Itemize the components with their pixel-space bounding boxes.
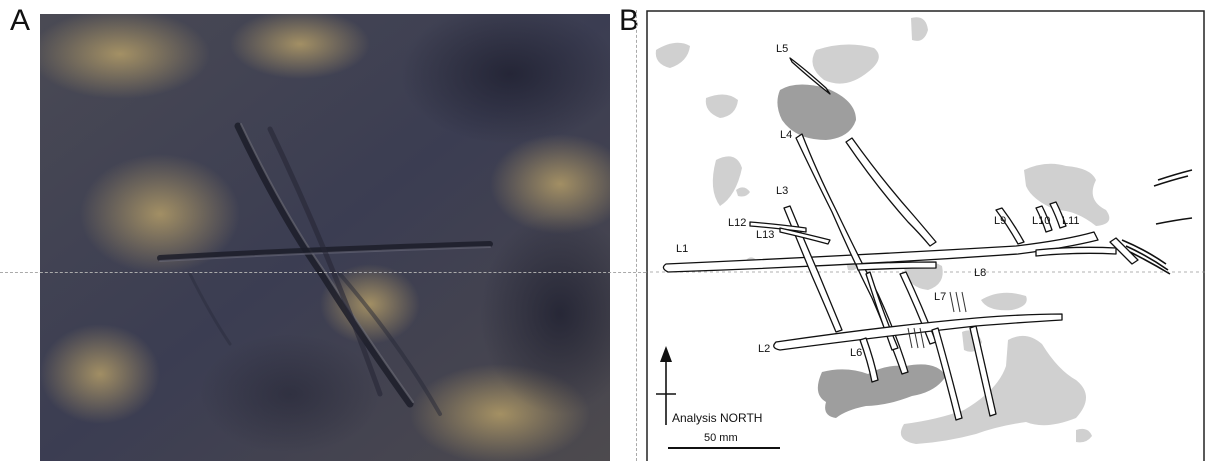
label-L3: L3 [776,185,788,197]
label-L6: L6 [850,347,862,359]
vertical-guide [636,10,637,461]
line-L5 [789,57,831,95]
hatching-marks [907,291,967,349]
line-L13 [779,227,831,245]
rock-engraving-photo [40,14,610,461]
north-arrow [656,346,676,425]
label-L13: L13 [756,229,774,241]
line-L2 [773,313,1063,351]
line-L6 [859,337,879,383]
label-L8: L8 [974,267,986,279]
label-L7: L7 [934,291,946,303]
label-L9: L9 [994,215,1006,227]
line-L10 [1035,205,1053,233]
line-L6c [969,325,997,417]
label-L4: L4 [780,129,792,141]
panel-a-letter: A [10,4,31,37]
label-L5: L5 [776,43,788,55]
tracing-frame [646,10,1205,461]
light-residue-patches [655,17,1110,444]
engraving-tracing: L5 L4 L3 L12 L13 L1 L8 L7 L2 L6 L9 L10 L… [646,10,1206,461]
label-L10: L10 [1032,215,1050,227]
label-L11: L11 [1062,215,1080,227]
line-L11 [1049,201,1067,229]
engraved-lines [662,57,1139,421]
label-L12: L12 [728,217,746,229]
dark-residue-patches [777,84,946,418]
line-L8 [855,261,937,271]
line-L4b [845,137,937,247]
line-L3 [783,205,843,333]
north-label: Analysis NORTH [672,411,762,425]
horizontal-guide-full [0,272,646,273]
label-L2: L2 [758,343,770,355]
panel-b-letter: B [619,4,640,37]
line-L1 [662,231,1099,273]
scale-label: 50 mm [704,432,738,444]
line-L12 [749,221,807,233]
line-L6b [931,327,963,421]
line-L9 [995,207,1025,245]
detached-strokes [1121,169,1193,275]
label-L1: L1 [676,243,688,255]
